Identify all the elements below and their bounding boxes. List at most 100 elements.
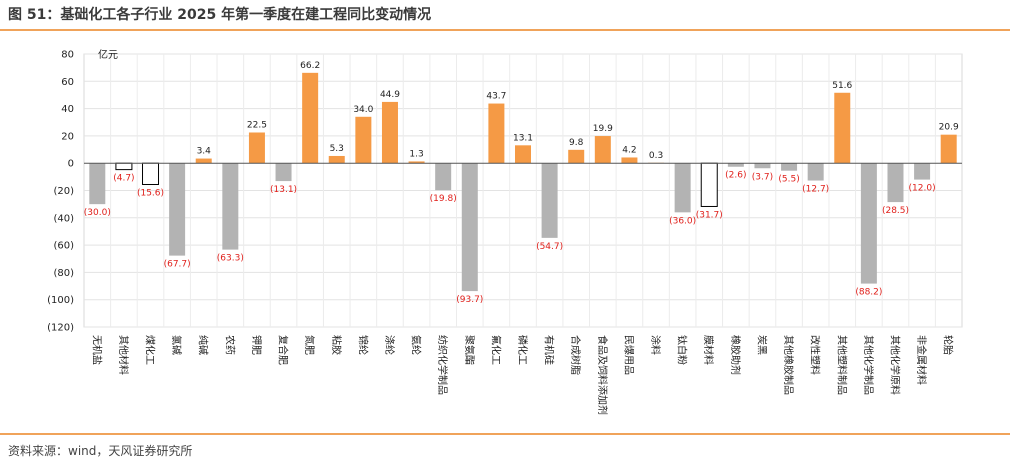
data-label: (54.7) xyxy=(536,242,563,252)
data-label: (4.7) xyxy=(113,174,134,184)
x-tick-label: 钾肥 xyxy=(250,335,263,355)
y-tick-label: (60) xyxy=(53,241,74,252)
x-tick-label: 橡胶助剂 xyxy=(729,335,742,375)
y-tick-label: (40) xyxy=(53,213,74,224)
x-tick-label: 煤化工 xyxy=(144,335,157,365)
x-tick-label: 其他化学原料 xyxy=(888,335,901,395)
x-tick-label: 其他材料 xyxy=(117,335,130,375)
data-label: 20.9 xyxy=(939,123,959,133)
y-tick-label: 80 xyxy=(61,50,74,61)
data-label: 13.1 xyxy=(513,133,533,143)
y-tick-label: (80) xyxy=(53,268,74,279)
x-tick-label: 食品及饲料添加剂 xyxy=(596,335,609,415)
data-label: 4.2 xyxy=(622,145,636,155)
y-tick-label: 0 xyxy=(68,159,74,170)
data-label: (15.6) xyxy=(137,188,164,198)
bar xyxy=(488,103,505,164)
data-label: 19.9 xyxy=(593,124,613,134)
bar xyxy=(700,162,718,207)
bar-chart: 80 60 40 20 0 (20) (40) (60) (80) (100) (120) 亿元 (30… xyxy=(47,48,963,415)
x-tick-label: 有机硅 xyxy=(543,335,556,365)
y-unit-label: 亿元 xyxy=(98,48,118,61)
bar xyxy=(914,163,931,180)
bar xyxy=(621,157,638,164)
data-label: (31.7) xyxy=(696,210,723,220)
data-label: 43.7 xyxy=(486,92,506,102)
bar xyxy=(807,163,824,181)
x-tick-label: 锦纶 xyxy=(356,335,369,355)
x-tick-label: 钛白粉 xyxy=(676,335,689,365)
data-label: (19.8) xyxy=(430,194,457,204)
bar xyxy=(115,162,133,171)
bar xyxy=(541,163,558,238)
x-tick-label: 非金属材料 xyxy=(915,335,928,385)
data-label: (12.0) xyxy=(909,184,936,194)
bar xyxy=(568,149,585,164)
data-label: 66.2 xyxy=(300,61,320,71)
bar xyxy=(302,72,319,164)
data-label: 9.8 xyxy=(569,138,584,148)
x-tick-label: 合成树脂 xyxy=(569,335,582,375)
bar xyxy=(89,163,106,205)
data-label: (88.2) xyxy=(855,288,882,298)
data-label: 34.0 xyxy=(353,105,373,115)
top-divider xyxy=(0,29,1010,31)
bar xyxy=(195,158,212,164)
x-tick-label: 炭黑 xyxy=(755,335,767,355)
source-note: 资料来源：wind，天风证券研究所 xyxy=(8,444,193,458)
x-tick-label: 无机盐 xyxy=(90,335,103,365)
bar xyxy=(355,116,372,164)
x-tick-label: 氮肥 xyxy=(303,335,316,355)
x-tick-label: 其他化学制品 xyxy=(862,335,875,395)
bar xyxy=(408,161,425,164)
bar xyxy=(754,163,771,169)
y-tick-label: (120) xyxy=(47,323,74,334)
bar xyxy=(461,163,478,292)
data-label: 0.3 xyxy=(649,151,663,161)
bar xyxy=(275,163,292,182)
x-tick-label: 其他塑料制品 xyxy=(835,335,848,395)
x-tick-label: 粘胶 xyxy=(330,335,343,355)
x-tick-label: 涂料 xyxy=(649,335,662,355)
x-tick-label: 轮胎 xyxy=(942,335,955,355)
bar xyxy=(515,145,531,164)
bar xyxy=(940,134,957,164)
bar xyxy=(328,155,345,164)
x-tick-label: 纯碱 xyxy=(197,335,210,355)
bar xyxy=(860,163,877,284)
x-tick-label: 农药 xyxy=(223,335,236,355)
x-tick-label: 氟化工 xyxy=(489,335,502,365)
data-label: (28.5) xyxy=(882,206,909,216)
data-label: (2.6) xyxy=(725,171,746,181)
data-label: (63.3) xyxy=(217,254,244,264)
y-tick-label: 20 xyxy=(61,131,74,142)
bar xyxy=(834,92,851,164)
data-label: (36.0) xyxy=(669,216,696,226)
x-tick-label: 氯碱 xyxy=(170,335,183,355)
bar xyxy=(142,162,160,185)
bar xyxy=(887,163,904,203)
data-label: (12.7) xyxy=(802,185,829,195)
data-label: 51.6 xyxy=(832,81,852,91)
x-tick-label: 其他橡胶制品 xyxy=(782,335,795,395)
x-tick-label: 民爆用品 xyxy=(622,335,634,375)
y-tick-label: 40 xyxy=(61,104,74,115)
data-label: 3.4 xyxy=(197,147,212,157)
bar xyxy=(781,163,798,171)
x-tick-label: 聚氨酯 xyxy=(463,335,476,365)
data-label: 5.3 xyxy=(330,144,344,154)
data-label: (5.5) xyxy=(778,175,799,185)
x-tick-label: 膜材料 xyxy=(702,335,715,365)
x-tick-label: 复合肥 xyxy=(277,335,290,365)
bar xyxy=(381,101,398,164)
data-label: (3.7) xyxy=(752,172,773,182)
bar xyxy=(674,163,691,213)
y-tick-label: (20) xyxy=(53,186,74,197)
data-label: (30.0) xyxy=(84,208,111,218)
bar xyxy=(594,136,611,164)
x-tick-label: 涤纶 xyxy=(383,335,396,355)
bottom-divider xyxy=(0,433,1010,435)
bar xyxy=(435,163,452,191)
data-label: 22.5 xyxy=(247,120,267,130)
bar xyxy=(222,163,239,250)
